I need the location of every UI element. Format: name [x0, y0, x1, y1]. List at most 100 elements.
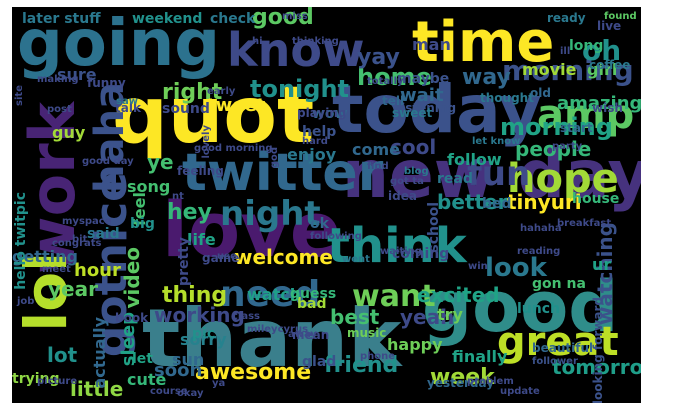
word-myspace: myspace	[62, 216, 112, 227]
word-amazing: amazing	[557, 93, 641, 114]
word-talk: talk	[115, 101, 141, 115]
word-later-stuff: later stuff	[22, 11, 101, 27]
word-people: people	[515, 137, 592, 161]
word-site: site	[14, 85, 25, 106]
word-check: check	[210, 11, 256, 27]
word-maybe: maybe	[397, 71, 450, 87]
word-wish: wish	[592, 101, 623, 115]
word-meet: meet	[42, 264, 71, 275]
word-thank: thank	[142, 292, 402, 385]
word-ur: ur	[592, 255, 612, 274]
word-new-day: new day	[342, 136, 641, 213]
word-breakfast: breakfast	[557, 218, 612, 229]
word-yesterday: yesterday	[427, 376, 495, 390]
word-live: live	[597, 19, 622, 33]
word-got-ta: got ta	[390, 176, 424, 187]
word-hope: hope	[507, 156, 619, 202]
word-life: life	[187, 230, 216, 249]
word-job: job	[17, 296, 35, 307]
word-totally: totally	[367, 76, 404, 87]
word-glad: glad	[302, 354, 337, 370]
word-read: read	[437, 171, 473, 187]
word-finally: finally	[452, 347, 508, 366]
word-trying: trying	[12, 371, 60, 387]
word-morning: morning	[500, 113, 613, 141]
word-night: night	[220, 194, 321, 234]
word-ok: ok	[310, 216, 329, 232]
word-watch: watch	[247, 285, 302, 304]
word-reading: reading	[517, 246, 561, 257]
word-try: try	[437, 305, 463, 324]
word-help: help	[302, 124, 337, 140]
word-early: early	[207, 86, 236, 97]
word-today: today	[332, 71, 542, 148]
word-hello-twitpic: hello twitpic	[13, 192, 29, 290]
word-want: want	[352, 279, 436, 314]
word-hard: hard	[302, 136, 328, 147]
word-friend: friend	[324, 353, 399, 378]
word-away: away	[288, 329, 317, 340]
word-good-morning: good morning	[194, 143, 273, 154]
word-hour: hour	[74, 260, 121, 281]
word-thing: thing	[162, 283, 228, 308]
word-nt: nt	[172, 191, 184, 202]
word-happy: happy	[387, 335, 443, 354]
word-saw: saw	[116, 96, 138, 107]
word-better: better	[437, 190, 508, 214]
word-long: long	[569, 38, 604, 54]
word-excited: excited	[417, 283, 500, 307]
word-getting: getting	[12, 247, 78, 266]
word-movie: movie	[522, 60, 577, 79]
word-sure: sure	[57, 65, 97, 84]
word-house: house	[572, 191, 620, 207]
word-music: music	[347, 326, 387, 340]
word-problem: problem	[467, 376, 514, 387]
word-guy: guy	[52, 123, 86, 142]
word-going: going	[17, 7, 221, 81]
word-use: use	[217, 251, 237, 262]
word-soon: soon	[154, 360, 203, 381]
word-looking-forward: looking forward	[591, 297, 605, 403]
word-way: way	[462, 65, 511, 90]
word-bad: bad	[297, 296, 327, 312]
word-let: let	[132, 351, 153, 367]
word-hey: hey	[167, 200, 212, 225]
word-think: think	[327, 218, 467, 274]
word-best: best	[330, 305, 380, 329]
word-morning-top: morning	[502, 54, 634, 87]
word-thought: thought	[480, 91, 534, 105]
word-find: find	[367, 161, 389, 172]
word-update: update	[500, 386, 540, 397]
word-blog: blog	[404, 166, 429, 177]
word-gon-na: gon na	[532, 276, 586, 292]
word-waiting: waiting	[380, 246, 422, 257]
word-start: start	[560, 121, 593, 135]
word-congrats: congrats	[52, 238, 102, 249]
word-good: good	[422, 266, 619, 348]
word-week: week	[430, 365, 495, 390]
word-tweet: tweet	[207, 95, 266, 116]
word-time: time	[412, 10, 555, 75]
word-cloud: thank good love new day today quot going…	[12, 7, 641, 403]
word-phone: phone	[360, 351, 396, 362]
word-cute: cute	[127, 370, 167, 389]
word-coffee: coffee	[589, 58, 631, 72]
word-awesome: awesome	[195, 360, 312, 385]
word-coming: coming	[392, 246, 450, 262]
word-pretty: pretty	[176, 237, 192, 286]
word-playing: playing	[297, 106, 347, 120]
word-win: win	[468, 261, 488, 272]
word-quot: quot	[112, 71, 315, 161]
word-following: following	[310, 231, 362, 242]
word-book: book	[115, 311, 149, 325]
word-pic: pic	[192, 326, 216, 342]
word-come: come	[352, 140, 400, 159]
word-wait: wait	[400, 85, 444, 106]
word-listening: listening	[397, 101, 457, 115]
word-hahaha: hahaha	[520, 223, 562, 234]
word-old: old	[530, 86, 551, 100]
word-tonight: tonight	[250, 75, 350, 103]
word-sound: sound	[162, 101, 210, 117]
word-said: said	[87, 226, 120, 242]
